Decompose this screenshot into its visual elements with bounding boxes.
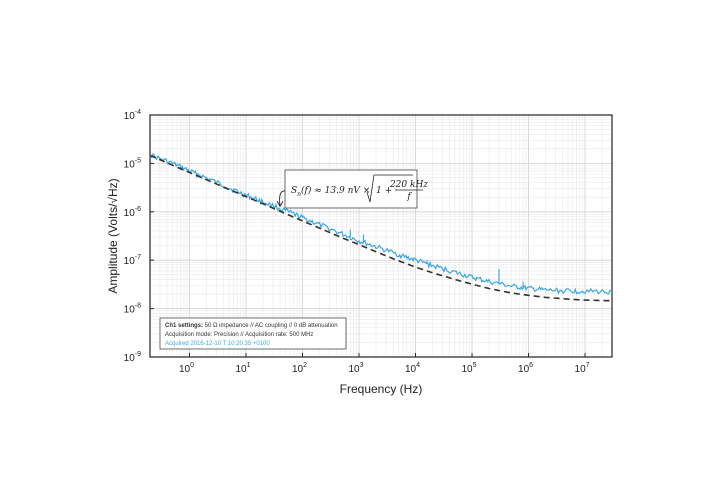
x-tick-exponent: 1 [247,362,251,369]
radical-prefix: 1 + [376,186,392,196]
settings-values: 50 Ω impedance // AC coupling // 0 dB at… [203,323,338,329]
series-layer [149,152,613,302]
annotation-arrow [279,190,286,207]
formula-box [284,169,418,209]
y-tick-label: 10-7 [124,254,141,267]
arrow-head [276,201,284,208]
x-tick-label: 105 [462,362,477,375]
x-tick-exponent: 4 [416,362,420,369]
y-tick-label: 10-6 [124,206,141,219]
fit-curve-line [149,154,613,302]
formula-lhs: Sn(f) ≈ 13.9 nV × [291,185,370,198]
formula-argument: (f) ≈ 13.9 nV × [301,185,370,196]
formula-subscript: n [297,191,301,198]
y-tick-exponent: -6 [135,206,141,213]
radical-sign [366,174,413,203]
info-box-frame [159,317,347,350]
y-axis-title: Amplitude (Volts/√Hz) [106,178,120,293]
y-tick-label: 10-5 [124,157,141,170]
info-line-acquisition: Acquisition mode: Precision // Acquisiti… [165,332,313,338]
fraction-denominator: f [406,192,412,202]
x-tick-exponent: 7 [586,362,590,369]
x-tick-exponent: 0 [190,362,194,369]
x-tick-label: 106 [518,362,533,375]
x-tick-exponent: 3 [360,362,364,369]
x-tick-label: 107 [575,362,590,375]
y-tick-exponent: -4 [135,109,141,116]
x-tick-exponent: 2 [303,362,307,369]
x-tick-label: 102 [292,362,307,375]
y-tick-label: 10-9 [124,351,141,364]
y-tick-exponent: -7 [135,254,141,261]
fraction-numerator: 220 kHz [389,180,428,190]
x-tick-label: 103 [348,362,363,375]
y-tick-exponent: -5 [135,157,141,164]
y-tick-label: 10-8 [124,303,141,316]
x-tick-label: 100 [179,362,194,375]
y-tick-exponent: -9 [135,351,141,358]
x-tick-exponent: 6 [529,362,533,369]
x-tick-label: 104 [405,362,420,375]
x-tick-exponent: 5 [473,362,477,369]
plot-frame [149,114,613,358]
x-axis-title: Frequency (Hz) [340,382,423,396]
y-tick-label: 10-4 [124,109,141,122]
settings-label: Ch1 settings: [165,323,203,329]
info-box: Ch1 settings: 50 Ω impedance // AC coupl… [159,317,347,350]
formula-annotation: Sn(f) ≈ 13.9 nV × 1 +220 kHz f [276,169,428,209]
x-tick-label: 101 [235,362,250,375]
info-line-timestamp: Acquired 2016-12-10 T 10:20:35 +0100 [165,341,270,347]
info-line-settings: Ch1 settings: 50 Ω impedance // AC coupl… [165,323,338,329]
y-tick-exponent: -8 [135,303,141,310]
